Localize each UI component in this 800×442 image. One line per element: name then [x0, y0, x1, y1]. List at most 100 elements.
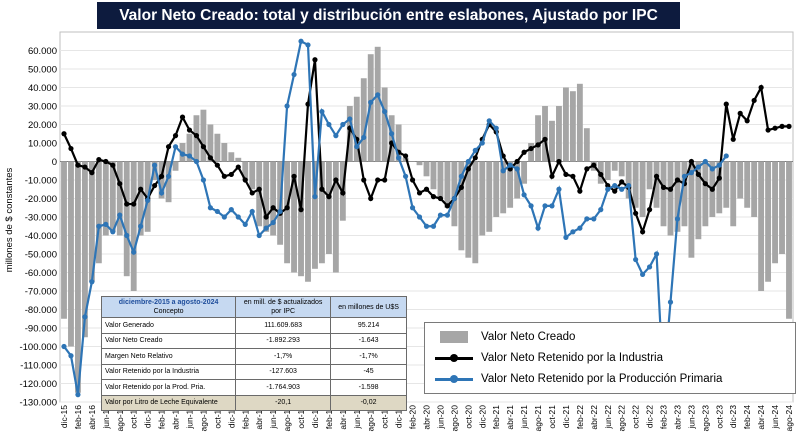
y-tick-label: -120.000: [19, 379, 57, 390]
point-produccion-primaria: [103, 221, 109, 227]
legend-blue-line-swatch: [435, 370, 473, 388]
point-produccion-primaria: [291, 71, 297, 78]
point-industria: [549, 173, 555, 179]
point-industria: [214, 162, 220, 168]
point-produccion-primaria: [556, 186, 562, 192]
point-produccion-primaria: [716, 162, 722, 168]
point-produccion-primaria: [389, 131, 395, 137]
point-produccion-primaria: [305, 42, 311, 48]
bar-valor-neto-creado: [130, 161, 137, 291]
x-tick-label: jun-18: [268, 405, 278, 430]
point-industria: [361, 177, 367, 183]
point-produccion-primaria: [535, 225, 541, 231]
x-tick-label: abr-16: [87, 405, 97, 430]
summary-value-ars: -1.892.293: [235, 332, 332, 349]
point-industria: [242, 177, 248, 183]
point-industria: [619, 179, 625, 185]
point-industria: [633, 210, 639, 216]
summary-row: Margen Neto Relativo -1,7% -1,7%: [100, 348, 407, 365]
summary-row: Valor Generado 111.609.683 95.214: [100, 317, 407, 334]
point-industria: [165, 144, 172, 150]
legend-item-bars: Valor Neto Creado: [435, 328, 575, 346]
bar-valor-neto-creado: [611, 161, 618, 171]
summary-row: Valor Retenido por la Prod. Pria. -1.764…: [100, 379, 407, 396]
point-industria: [96, 157, 102, 163]
point-produccion-primaria: [486, 118, 492, 124]
point-industria: [430, 194, 437, 200]
y-tick-label: 40.000: [28, 83, 57, 94]
point-produccion-primaria: [326, 121, 332, 128]
point-industria: [514, 158, 520, 165]
point-produccion-primaria: [375, 92, 381, 98]
point-industria: [409, 177, 416, 183]
point-produccion-primaria: [96, 223, 102, 229]
bar-valor-neto-creado: [235, 157, 242, 162]
bar-valor-neto-creado: [472, 161, 479, 264]
point-industria: [570, 173, 576, 179]
point-industria: [765, 127, 771, 133]
point-industria: [124, 201, 130, 207]
x-tick-label: ago-20: [449, 405, 459, 432]
bar-valor-neto-creado: [221, 143, 228, 162]
point-industria: [368, 195, 374, 202]
summary-row: Valor Retenido por la Industria -127.603…: [100, 363, 407, 380]
bar-valor-neto-creado: [562, 87, 569, 162]
point-produccion-primaria: [354, 144, 360, 150]
x-tick-label: ago-23: [700, 405, 710, 432]
x-tick-label: abr-24: [756, 405, 766, 430]
chart-legend: Valor Neto Creado Valor Neto Retenido po…: [424, 322, 796, 394]
bar-valor-neto-creado: [270, 161, 277, 236]
legend-bar-swatch: [435, 328, 473, 346]
point-produccion-primaria: [368, 99, 374, 105]
x-tick-label: oct-20: [463, 405, 473, 429]
bar-valor-neto-creado: [319, 161, 325, 264]
point-produccion-primaria: [577, 225, 583, 231]
summary-value-ars: -127.603: [235, 363, 332, 380]
summary-value-ars: -1,7%: [235, 348, 332, 365]
x-tick-label: dic-21: [561, 405, 571, 428]
summary-concept: Valor Retenido por la Prod. Pria.: [100, 379, 237, 396]
summary-concept: Valor Retenido por la Industria: [100, 363, 237, 380]
x-tick-label: dic-17: [226, 405, 236, 428]
x-tick-label: jun-21: [519, 405, 529, 430]
bar-valor-neto-creado: [388, 115, 395, 162]
bar-valor-neto-creado: [660, 161, 667, 227]
bar-valor-neto-creado: [681, 161, 688, 227]
bar-valor-neto-creado: [395, 124, 402, 162]
x-tick-label: feb-24: [742, 405, 752, 429]
point-produccion-primaria: [347, 116, 353, 122]
point-industria: [402, 153, 409, 159]
bar-valor-neto-creado: [291, 161, 297, 273]
point-produccion-primaria: [646, 264, 653, 270]
x-tick-label: feb-20: [408, 405, 418, 429]
bar-valor-neto-creado: [674, 161, 681, 232]
point-produccion-primaria: [584, 216, 590, 222]
bar-valor-neto-creado: [786, 161, 792, 319]
point-produccion-primaria: [619, 186, 625, 192]
point-industria: [528, 145, 534, 152]
point-produccion-primaria: [451, 195, 457, 202]
bar-valor-neto-creado: [116, 161, 123, 236]
summary-concept: Valor Neto Creado: [100, 332, 237, 349]
legend-label: Valor Neto Creado: [481, 331, 576, 343]
point-industria: [605, 182, 611, 189]
point-industria: [786, 123, 792, 129]
point-produccion-primaria: [423, 223, 430, 229]
point-industria: [75, 162, 81, 168]
point-produccion-primaria: [298, 38, 304, 44]
y-tick-label: -60.000: [25, 268, 57, 279]
summary-header-col1: en mill. de $ actualizados por IPC: [235, 296, 332, 318]
bar-valor-neto-creado: [109, 161, 116, 232]
y-tick-label: -40.000: [25, 231, 57, 242]
x-tick-label: ago-18: [282, 405, 292, 432]
point-produccion-primaria: [249, 208, 255, 215]
point-industria: [521, 149, 527, 155]
summary-row: Valor Neto Creado -1.892.293 -1.643: [100, 332, 407, 349]
bar-valor-neto-creado: [284, 161, 291, 264]
bar-valor-neto-creado: [493, 161, 500, 217]
point-industria: [340, 190, 346, 196]
x-tick-label: feb-18: [240, 405, 250, 429]
x-tick-label: ago-19: [366, 405, 376, 432]
x-tick-label: abr-18: [254, 405, 264, 430]
legend-label: Valor Neto Retenido por la Producción Pr…: [481, 373, 723, 385]
